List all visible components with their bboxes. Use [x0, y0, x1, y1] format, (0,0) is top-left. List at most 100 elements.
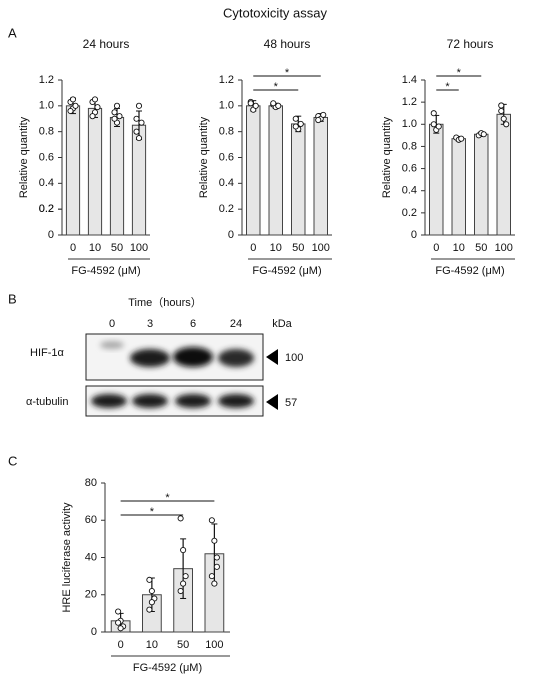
- y-tick-label: 0: [411, 229, 417, 241]
- x-tick-label: 10: [453, 242, 465, 254]
- data-point: [208, 517, 215, 524]
- significance-label: *: [285, 67, 290, 79]
- x-axis-label: FG-4592 (μM): [71, 265, 140, 277]
- data-point: [89, 113, 96, 120]
- row-label: α-tubulin: [26, 396, 68, 408]
- panel-label: B: [8, 291, 17, 306]
- y-tick-label: 0.4: [402, 185, 417, 197]
- y-tick-label: 0.8: [39, 126, 54, 138]
- band: [218, 349, 254, 367]
- bar: [131, 124, 147, 236]
- significance-label: *: [165, 492, 170, 504]
- data-point: [146, 576, 153, 583]
- y-tick-label: 1.0: [402, 118, 417, 130]
- data-point: [72, 102, 79, 109]
- bar: [87, 107, 103, 236]
- chart-title: 72 hours: [447, 37, 494, 51]
- y-tick-label: 0.8: [219, 126, 234, 138]
- chart-title: 24 hours: [83, 37, 130, 51]
- band: [173, 347, 213, 367]
- arrow: [266, 349, 278, 365]
- data-point: [135, 102, 143, 109]
- lane-label: 6: [190, 318, 196, 330]
- bar: [474, 133, 489, 236]
- y-tick-label: 1.4: [402, 74, 417, 86]
- band: [100, 341, 124, 349]
- data-point: [275, 102, 282, 109]
- chart-title: 48 hours: [264, 37, 311, 51]
- data-point: [252, 102, 259, 109]
- y-tick-label: 0: [48, 229, 54, 241]
- data-point: [292, 123, 299, 130]
- lane-label: 24: [230, 318, 242, 330]
- data-point: [213, 554, 220, 561]
- y-tick-label: 80: [85, 477, 97, 489]
- x-axis-label: FG-4592 (μM): [133, 662, 202, 674]
- bar: [268, 105, 283, 236]
- x-tick-label: 10: [270, 242, 282, 254]
- data-point: [135, 135, 143, 142]
- data-point: [117, 625, 124, 632]
- figure-title: Cytotoxicity assay: [223, 5, 328, 20]
- y-tick-label: 60: [85, 514, 97, 526]
- x-tick-label: 0: [118, 639, 124, 651]
- data-point: [320, 111, 327, 118]
- data-point: [177, 587, 184, 595]
- data-point: [247, 100, 254, 107]
- data-point: [500, 115, 507, 122]
- data-point: [498, 102, 505, 109]
- data-point: [148, 599, 155, 606]
- data-point: [297, 120, 304, 127]
- y-axis-label: HRE luciferase activity: [61, 502, 73, 613]
- bar: [496, 113, 511, 236]
- bar: [65, 105, 81, 236]
- data-point: [211, 580, 218, 587]
- x-tick-label: 100: [205, 639, 223, 651]
- x-axis-label: FG-4592 (μM): [435, 265, 504, 277]
- y-tick-label: 0: [91, 626, 97, 638]
- data-point: [116, 113, 123, 120]
- bar: [313, 116, 328, 236]
- y-tick-label: 1.2: [219, 74, 234, 86]
- y-tick-label: 0.2: [219, 203, 234, 215]
- data-point: [133, 128, 140, 135]
- data-point: [148, 587, 155, 595]
- bar: [246, 105, 261, 236]
- x-tick-label: 100: [495, 242, 513, 254]
- significance-label: *: [445, 81, 450, 93]
- blot-time-label: Time（hours）: [128, 296, 202, 309]
- x-tick-label: 50: [111, 242, 123, 254]
- panel-label: A: [8, 25, 17, 40]
- x-tick-label: 100: [312, 242, 330, 254]
- y-tick-label: 0.8: [402, 140, 417, 152]
- band: [130, 349, 170, 367]
- band: [175, 394, 211, 408]
- data-point: [94, 104, 101, 111]
- data-point: [480, 131, 487, 138]
- data-point: [208, 573, 215, 580]
- y-tick-label: 1.0: [219, 100, 234, 112]
- significance-label: *: [274, 81, 279, 93]
- bar: [451, 138, 466, 236]
- data-point: [113, 102, 121, 109]
- y-axis-label: Relative quantity: [18, 116, 30, 198]
- x-tick-label: 10: [146, 639, 158, 651]
- x-tick-label: 0: [250, 242, 256, 254]
- blot: Time（hours） 0 3 6 24 kDa HIF-1α α-tubuli…: [26, 296, 303, 417]
- y-tick-label: 0.4: [39, 177, 54, 189]
- x-tick-label: 0: [433, 242, 439, 254]
- kda-label: kDa: [272, 318, 292, 330]
- data-point: [111, 109, 118, 116]
- row-label: HIF-1α: [30, 347, 65, 359]
- data-point: [115, 619, 122, 626]
- data-point: [138, 119, 145, 126]
- arrow: [266, 394, 278, 410]
- band: [218, 394, 254, 408]
- data-point: [315, 116, 322, 124]
- data-point: [503, 121, 510, 128]
- x-tick-label: 0: [70, 242, 76, 254]
- data-point: [498, 107, 505, 115]
- data-point: [292, 115, 299, 122]
- y-tick-label: 0.2: [402, 207, 417, 219]
- x-tick-label: 100: [130, 242, 148, 254]
